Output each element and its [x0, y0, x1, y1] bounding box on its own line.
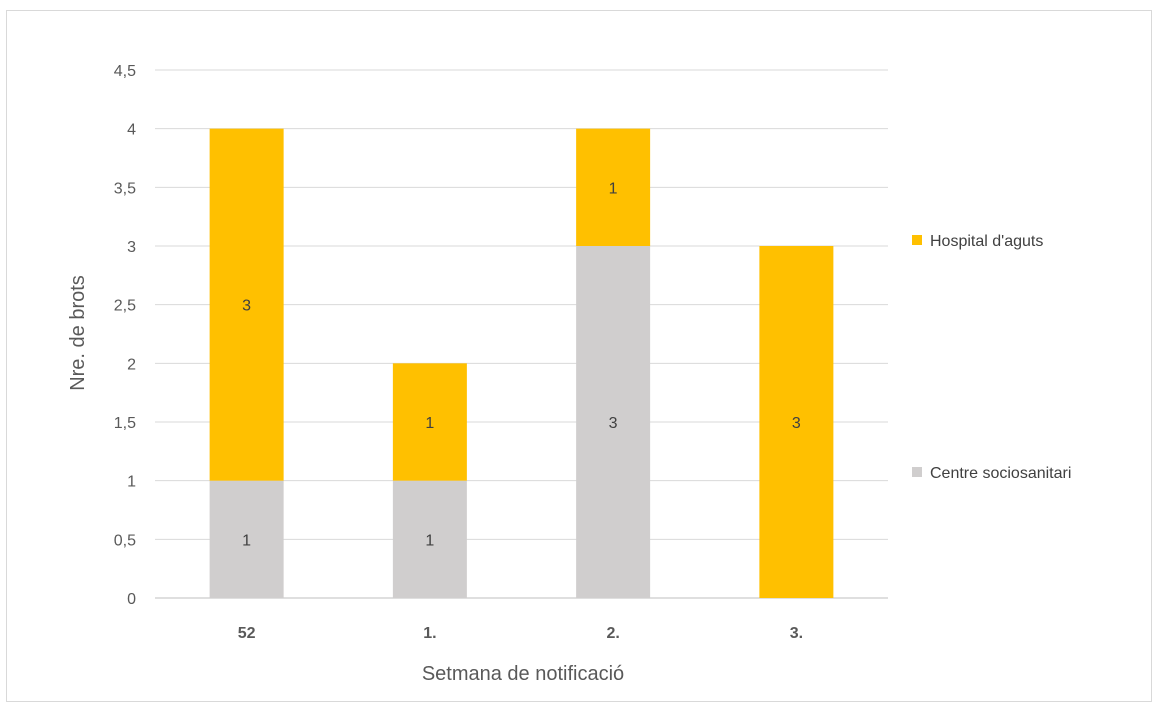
x-tick-label: 3.: [790, 625, 803, 642]
y-tick-label: 1,5: [114, 415, 136, 432]
legend-swatch: [912, 467, 922, 477]
x-axis-ticks: 52 1. 2. 3.: [238, 625, 803, 642]
data-label: 1: [242, 532, 251, 549]
bar-segment: [392, 480, 467, 598]
y-tick-label: 3: [127, 239, 136, 256]
y-axis-ticks: 0 0,5 1 1,5 2 2,5 3 3,5 4 4,5: [114, 63, 136, 608]
y-tick-label: 1: [127, 474, 136, 491]
x-axis-title: Setmana de notificació: [422, 663, 624, 685]
y-tick-label: 4: [127, 122, 136, 139]
bar-segment: [576, 246, 651, 598]
bars: [209, 128, 834, 598]
bar-segment: [576, 128, 651, 246]
data-labels: 1 3 1 1 3 1 3: [242, 180, 801, 549]
y-tick-label: 2,5: [114, 298, 136, 315]
data-label: 1: [425, 532, 434, 549]
bar-segment: [209, 128, 284, 481]
legend-label: Centre sociosanitari: [930, 465, 1071, 482]
y-axis-title: Nre. de brots: [67, 275, 89, 391]
y-tick-label: 4,5: [114, 63, 136, 80]
x-tick-label: 1.: [423, 625, 436, 642]
data-label: 1: [425, 415, 434, 432]
bar-segment: [209, 480, 284, 598]
y-tick-label: 0,5: [114, 532, 136, 549]
legend: Hospital d'aguts Centre sociosanitari: [912, 233, 1071, 482]
data-label: 1: [609, 180, 618, 197]
bar-segment: [759, 246, 834, 598]
data-label: 3: [242, 298, 251, 315]
x-tick-label: 2.: [606, 625, 619, 642]
bar-segment: [392, 363, 467, 481]
y-tick-label: 0: [127, 591, 136, 608]
y-tick-label: 3,5: [114, 180, 136, 197]
data-label: 3: [609, 415, 618, 432]
x-tick-label: 52: [238, 625, 256, 642]
legend-label: Hospital d'aguts: [930, 233, 1043, 250]
legend-swatch: [912, 235, 922, 245]
data-label: 3: [792, 415, 801, 432]
y-tick-label: 2: [127, 356, 136, 373]
